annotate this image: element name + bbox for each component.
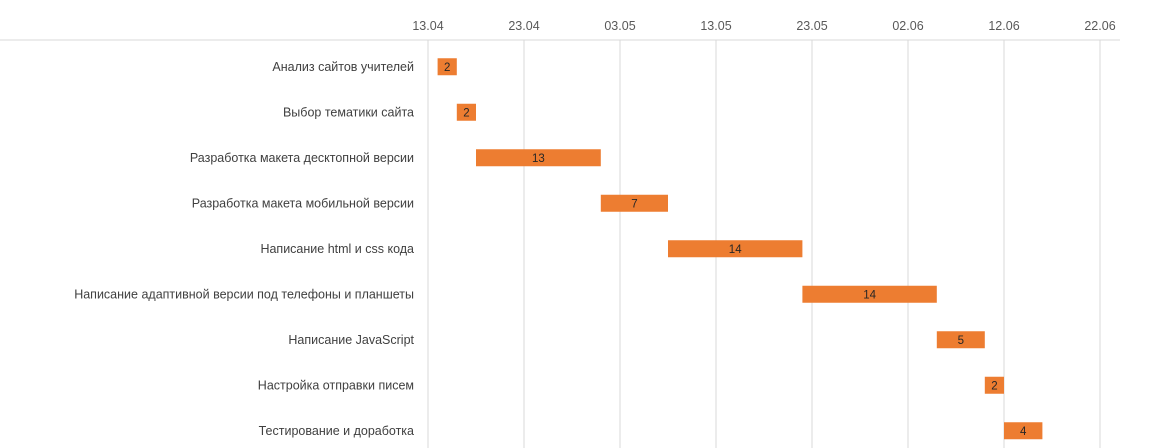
x-tick-label: 13.05 xyxy=(700,19,731,33)
x-tick-label: 12.06 xyxy=(988,19,1019,33)
task-bar xyxy=(600,194,668,212)
x-tick-label: 02.06 xyxy=(892,19,923,33)
task-label: Написание JavaScript xyxy=(288,333,414,347)
task-label: Написание html и css кода xyxy=(260,242,414,256)
task-label: Разработка макета десктопной версии xyxy=(190,151,414,165)
task-bar xyxy=(984,376,1004,394)
task-bars xyxy=(437,58,1043,440)
task-bar xyxy=(1004,422,1043,440)
task-bar xyxy=(437,58,457,76)
x-tick-label: 22.06 xyxy=(1084,19,1115,33)
data-labels: 2 2 13 7 14 14 5 2 4 xyxy=(444,62,1027,438)
duration-data-label: 2 xyxy=(991,380,997,392)
x-tick-label: 13.04 xyxy=(412,19,443,33)
task-label: Написание адаптивной версии под телефоны… xyxy=(74,287,414,301)
duration-data-label: 2 xyxy=(444,62,450,74)
task-bar xyxy=(936,331,985,349)
task-bar xyxy=(802,285,937,303)
task-labels: Анализ сайтов учителей Выбор тематики сай… xyxy=(74,60,414,438)
task-label: Анализ сайтов учителей xyxy=(272,60,414,74)
duration-data-label: 14 xyxy=(729,244,742,256)
x-axis-tick-labels: 13.04 23.04 03.05 13.05 23.05 02.06 12.06 22.06 xyxy=(412,19,1115,33)
task-bar xyxy=(476,149,601,167)
duration-data-label: 5 xyxy=(958,335,964,347)
task-bar xyxy=(668,240,803,258)
task-label: Тестирование и доработка xyxy=(259,424,414,438)
task-bar xyxy=(456,103,476,121)
task-label: Выбор тематики сайта xyxy=(283,105,414,119)
duration-data-label: 7 xyxy=(631,198,637,210)
duration-data-label: 4 xyxy=(1020,426,1027,438)
duration-data-label: 2 xyxy=(463,107,469,119)
x-tick-label: 23.05 xyxy=(796,19,827,33)
task-label: Разработка макета мобильной версии xyxy=(192,196,414,210)
x-tick-label: 23.04 xyxy=(508,19,539,33)
duration-data-label: 14 xyxy=(863,289,876,301)
duration-data-label: 13 xyxy=(532,153,545,165)
task-label: Настройка отправки писем xyxy=(258,378,414,392)
x-tick-label: 03.05 xyxy=(604,19,635,33)
